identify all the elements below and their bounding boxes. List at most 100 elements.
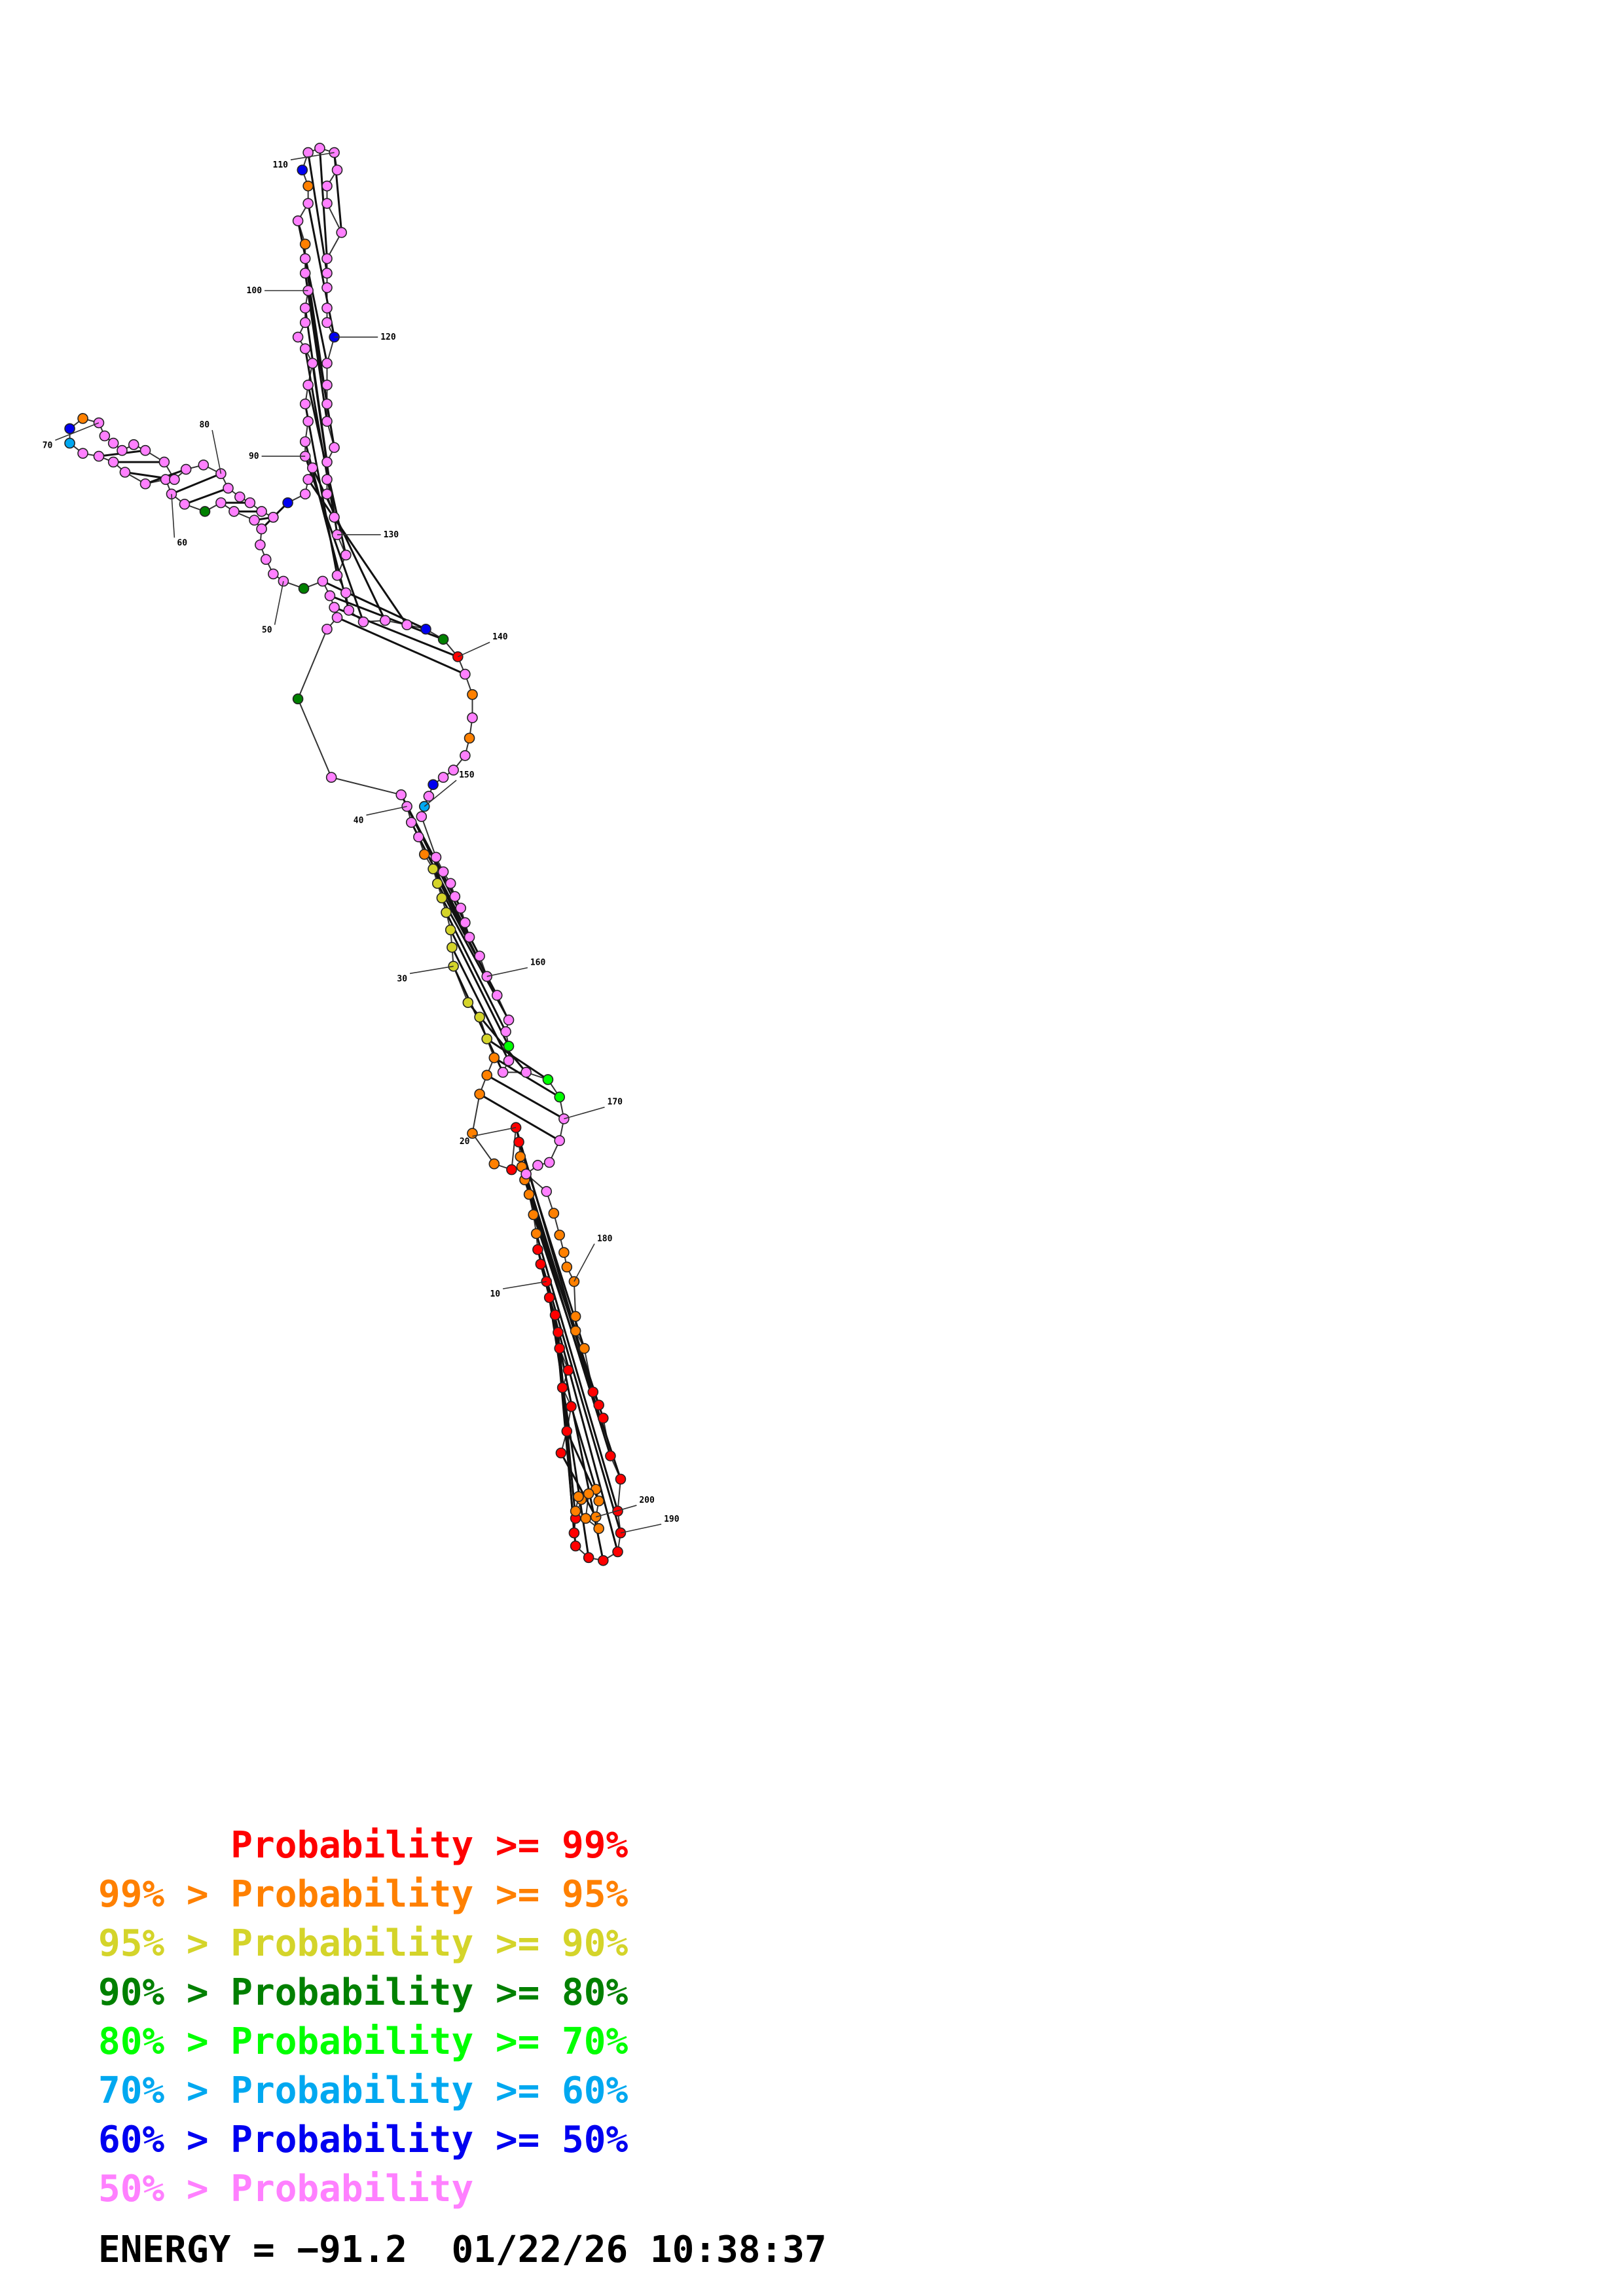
nucleotide-circle (107, 437, 119, 449)
nucleotide-circle (428, 779, 439, 791)
nucleotide-circle (292, 215, 304, 226)
index-tick (486, 967, 528, 977)
backbone-segment (297, 628, 328, 700)
base-pair-bond (400, 794, 462, 909)
nucleotide-circle (260, 554, 272, 565)
nucleotide-circle (543, 1292, 555, 1303)
rna-structure-diagram: 10 20 30 40 50 60 70 80 90 100 110 120 130 140 150 160 1… (43, 143, 680, 1566)
nucleotide-circle (340, 587, 352, 599)
base-pair-bond (307, 203, 336, 338)
nucleotide-circle (460, 668, 471, 680)
nucleotide-circle (460, 917, 471, 928)
nucleotide-circle (530, 1228, 542, 1240)
nucleotide-circle (423, 791, 435, 802)
nucleotide-circle (593, 1399, 604, 1411)
nucleotide-circle (325, 772, 337, 783)
backbone-path (69, 147, 621, 1562)
nucleotide-circle (255, 539, 266, 550)
nucleotide-circle (395, 789, 407, 800)
nucleotide-circle (299, 268, 311, 279)
nucleotide-circle (336, 226, 348, 238)
legend-row: 99% > Probability >= 95% (98, 1870, 628, 1919)
index-label: 40 (354, 816, 364, 825)
nucleotide-circle (437, 634, 449, 645)
base-pair-bond (515, 1127, 577, 1331)
nucleotide-circle (405, 817, 417, 828)
nucleotide-circle (302, 147, 314, 158)
nucleotide-circle (321, 357, 333, 369)
nucleotide-circle (474, 1011, 485, 1023)
index-tick (290, 152, 335, 160)
legend-row: 90% > Probability >= 80% (98, 1968, 628, 2017)
nucleotide-circle (180, 463, 192, 475)
index-label: 130 (384, 530, 399, 540)
nucleotide-circle (321, 456, 333, 468)
nucleotide-circle (321, 317, 333, 329)
nucleotide-circle (455, 903, 467, 914)
nucleotide-circle (321, 253, 333, 264)
nucleotide-circle (302, 379, 314, 391)
backbone-segment (573, 1281, 577, 1317)
nucleotide-circle (561, 1426, 573, 1437)
nucleotide-circle (555, 1447, 567, 1459)
nucleotide-circle (467, 689, 478, 700)
legend-threshold (98, 1824, 230, 1867)
index-label: 110 (273, 160, 289, 170)
legend-label: Probability >= 70% (230, 2020, 629, 2063)
index-label: 60 (177, 538, 187, 548)
nucleotide-circle (554, 1342, 566, 1354)
index-tick (502, 1281, 547, 1289)
nucleotide-circle (99, 430, 111, 442)
nucleotide-circle (542, 1074, 554, 1085)
backbone-segment (420, 816, 437, 858)
index-tick (171, 493, 175, 538)
nucleotide-circle (179, 499, 191, 510)
nucleotide-circle (474, 1088, 485, 1100)
nucleotide-circle (587, 1386, 599, 1398)
nucleotide-circle (256, 506, 267, 517)
base-pair-bond (307, 152, 328, 274)
legend-threshold: 50% > (98, 2168, 231, 2210)
index-tick (564, 1106, 605, 1120)
nucleotide-circle (331, 569, 343, 581)
nucleotide-circle (562, 1365, 574, 1376)
nucleotide-circle (523, 1189, 535, 1200)
index-label: 150 (459, 770, 475, 780)
nucleotide-circle (249, 514, 260, 526)
index-label: 30 (397, 974, 407, 984)
legend-row: 50% > Probability (98, 2164, 628, 2214)
nucleotide-circle (302, 416, 314, 427)
base-pair-bond (451, 946, 510, 1062)
nucleotide-circle (554, 1091, 566, 1103)
index-label: 170 (608, 1098, 623, 1107)
nucleotide-circle (64, 437, 75, 449)
nucleotide-circle (593, 1523, 604, 1534)
nucleotide-circle (449, 891, 461, 903)
nucleotide-circle (513, 1136, 524, 1148)
nucleotide-circle (321, 488, 333, 500)
nucleotide-circle (436, 892, 448, 904)
index-label: 50 (262, 626, 272, 636)
nucleotide-circle (418, 849, 430, 860)
nucleotide-circle (299, 398, 311, 410)
nucleotide-circle (215, 497, 227, 509)
nucleotide-circle (343, 605, 355, 616)
backbone-segment (511, 1127, 517, 1170)
nucleotide-circle (64, 423, 75, 435)
index-label: 200 (639, 1496, 655, 1505)
nucleotide-circle (321, 416, 333, 427)
base-pair-bond (449, 929, 510, 1047)
timestamp: 01/22/26 10:38:37 (451, 2229, 827, 2271)
nucleotide-circle (520, 1067, 532, 1078)
nucleotide-circle (503, 1041, 515, 1052)
base-pair-bond (445, 912, 507, 1032)
nucleotide-circle (579, 1342, 590, 1354)
nucleotide-circle (553, 1327, 564, 1338)
index-label: 100 (247, 286, 263, 296)
nucleotide-circle (558, 1247, 570, 1258)
nucleotide-circle (302, 198, 314, 209)
energy-value: ENERGY = −91.2 (98, 2229, 408, 2271)
nucleotide-circle (420, 623, 431, 635)
nucleotide-circle (139, 444, 151, 456)
legend-threshold: 90% > (98, 1971, 231, 2014)
